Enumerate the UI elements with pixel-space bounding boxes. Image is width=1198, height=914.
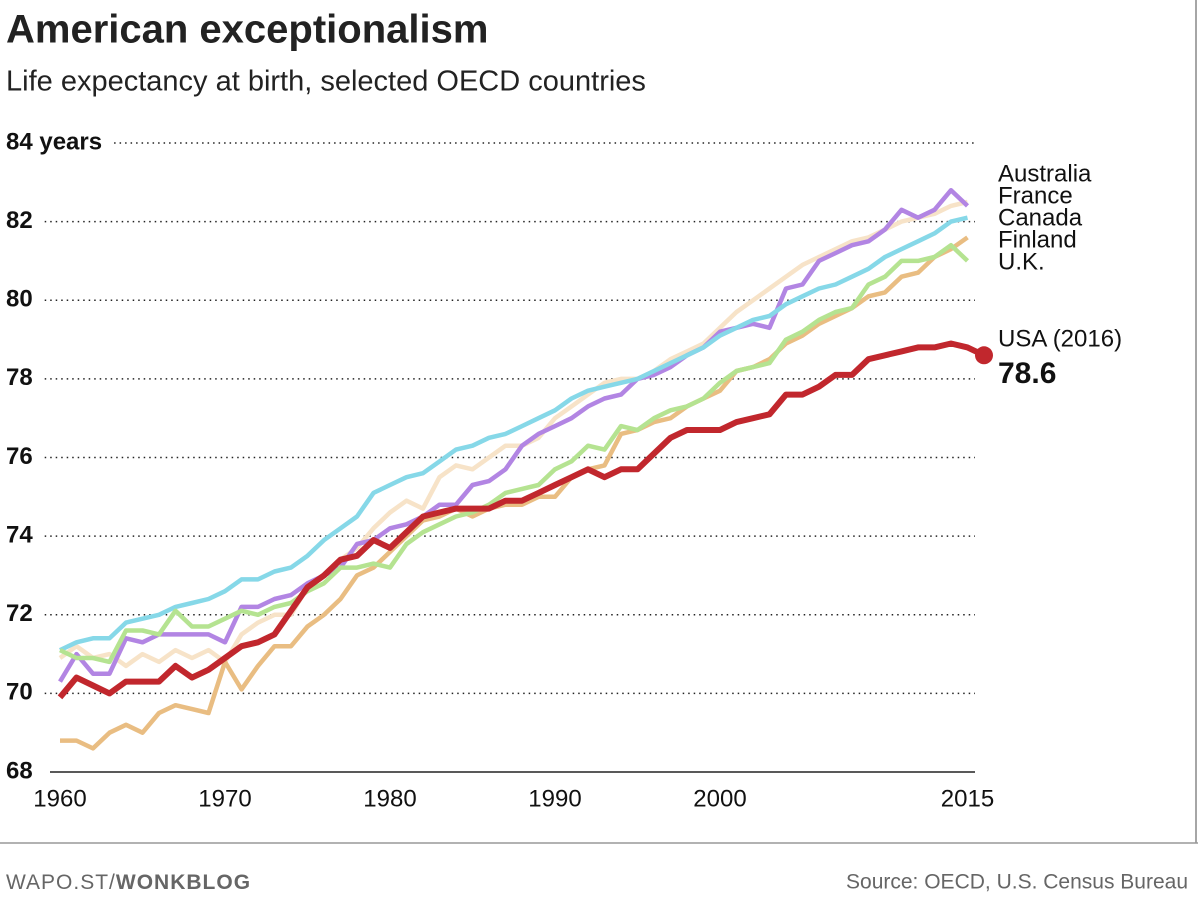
footer-source: Source: OECD, U.S. Census Bureau — [846, 871, 1188, 894]
series-line — [59, 242, 970, 665]
legend-label: USA (2016) — [998, 325, 1122, 352]
series-line — [58, 199, 969, 669]
legend-label: Australia — [998, 160, 1092, 187]
end-dot — [975, 346, 993, 365]
y-tick-label: 68 — [6, 757, 33, 784]
legend-label: Finland — [998, 226, 1077, 253]
footer-site-text: WAPO.ST/ — [6, 871, 116, 894]
y-tick-label: 70 — [6, 679, 33, 706]
series-line — [60, 235, 969, 751]
x-tick-label: 1960 — [33, 785, 86, 812]
x-tick-label: 1970 — [198, 785, 251, 812]
x-tick-label: 2015 — [941, 785, 994, 812]
series-line — [58, 187, 970, 683]
x-tick-label: 2000 — [693, 785, 746, 812]
legend-label: France — [998, 182, 1073, 209]
series-line — [57, 340, 986, 700]
series-line — [59, 215, 969, 653]
legend-label: Canada — [998, 204, 1083, 231]
footer-blog: WONKBLOG — [116, 871, 251, 894]
y-tick-label: 82 — [6, 207, 33, 234]
footer-site: WAPO.ST/WONKBLOG — [6, 871, 251, 894]
chart-subtitle: Life expectancy at birth, selected OECD … — [6, 66, 646, 98]
y-tick-label: 78 — [6, 364, 33, 391]
y-tick-label: 84 years — [6, 128, 102, 155]
end-value-label: 78.6 — [998, 357, 1056, 390]
x-tick-label: 1980 — [363, 785, 416, 812]
y-tick-label: 80 — [6, 286, 33, 313]
y-tick-label: 72 — [6, 600, 33, 627]
legend-label: U.K. — [998, 248, 1045, 275]
y-tick-label: 74 — [6, 521, 33, 548]
chart-title: American exceptionalism — [6, 8, 488, 52]
x-tick-label: 1990 — [528, 785, 581, 812]
y-tick-label: 76 — [6, 443, 33, 470]
